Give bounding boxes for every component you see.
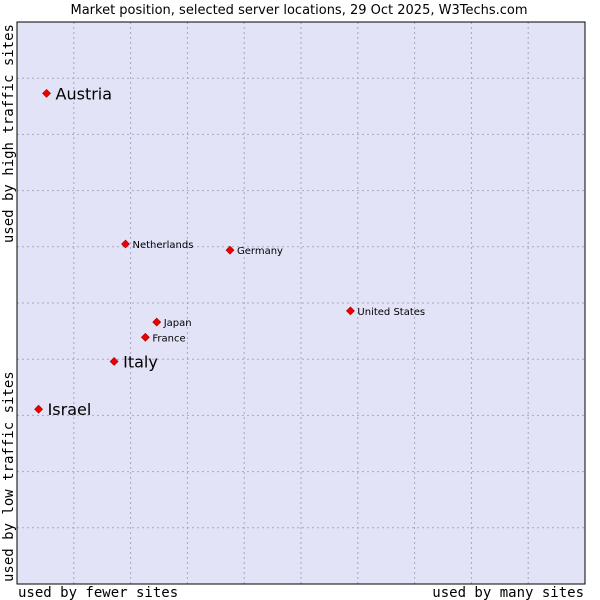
data-points: Austria Netherlands Germany United States Ja… (34, 84, 425, 419)
data-point-germany: Germany (225, 245, 283, 257)
point-label-united-states: United States (357, 307, 425, 318)
data-point-japan: Japan (152, 317, 192, 329)
point-marker-austria (42, 88, 51, 98)
point-label-israel: Israel (48, 400, 92, 419)
y-axis-label-top: used by high traffic sites (1, 24, 17, 243)
data-point-israel: Israel (34, 400, 92, 419)
point-label-austria: Austria (56, 84, 113, 103)
point-marker-netherlands (121, 239, 130, 249)
point-marker-united-states (345, 306, 355, 316)
point-marker-japan (152, 317, 162, 327)
point-label-italy: Italy (123, 352, 158, 371)
x-axis-label-left: used by fewer sites (18, 585, 178, 600)
point-marker-israel (34, 404, 44, 414)
point-marker-france (140, 332, 150, 342)
grid-lines (17, 22, 585, 584)
point-marker-germany (225, 245, 235, 255)
point-label-france: France (152, 333, 185, 344)
plot-border (16, 21, 586, 585)
data-point-austria: Austria (42, 84, 113, 103)
point-label-japan: Japan (163, 318, 192, 329)
data-point-italy: Italy (109, 352, 158, 371)
point-marker-italy (109, 357, 119, 366)
data-point-netherlands: Netherlands (121, 239, 193, 251)
x-axis-label-right: used by many sites (432, 585, 584, 600)
point-label-netherlands: Netherlands (132, 240, 193, 251)
y-axis-label-bottom: used by low traffic sites (1, 371, 17, 582)
data-point-france: France (140, 332, 186, 344)
data-point-united-states: United States (345, 306, 425, 318)
point-label-germany: Germany (237, 246, 283, 257)
chart-title: Market position, selected server locatio… (70, 3, 527, 18)
